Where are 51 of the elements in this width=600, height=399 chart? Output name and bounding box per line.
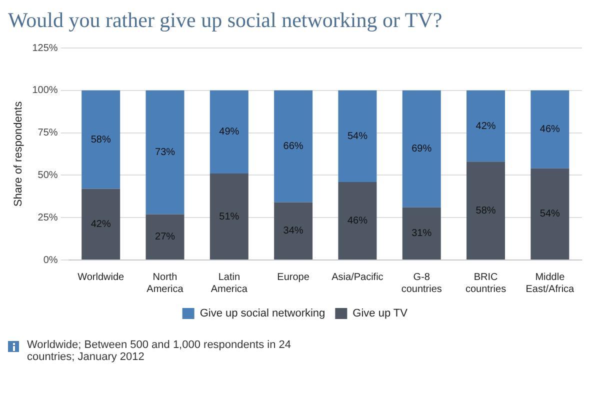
x-tick-label: North America (146, 272, 184, 295)
bar (274, 90, 313, 202)
data-label: 46% (540, 124, 560, 136)
data-label: 58% (90, 134, 111, 146)
x-tick-label: Middle East/Africa (526, 272, 575, 295)
x-tick-label: G-8 countries (401, 272, 442, 295)
bar (274, 202, 313, 260)
data-label: 66% (283, 141, 304, 152)
data-label: 42% (90, 218, 111, 230)
bar (82, 188, 120, 260)
bar (82, 90, 120, 189)
bar (338, 90, 377, 182)
bar (466, 90, 506, 162)
data-label: 54% (540, 208, 560, 220)
bar (530, 90, 570, 168)
bar (210, 90, 248, 174)
bar (402, 90, 441, 208)
data-label: 51% (219, 211, 240, 222)
y-tick-label: 25% (38, 212, 58, 224)
x-tick-label: Latin America (210, 272, 248, 295)
data-label: 58% (476, 205, 496, 216)
data-label: 31% (412, 228, 432, 240)
data-label: 73% (155, 147, 176, 158)
y-tick-label: 100% (32, 85, 58, 96)
y-tick-label: 0% (43, 254, 58, 266)
bar (146, 214, 184, 260)
y-tick-label: 125% (32, 42, 58, 54)
x-tick-label: Worldwide (78, 272, 125, 283)
bar (338, 182, 377, 260)
bar (466, 162, 506, 260)
bar (530, 168, 570, 260)
data-label: 49% (219, 126, 240, 138)
data-label: 42% (476, 120, 496, 132)
data-label: 54% (347, 130, 368, 142)
x-tick-label: Asia/Pacific (332, 272, 384, 283)
data-label: 27% (155, 232, 176, 243)
text: Worldwide; Between 500 and 1,000 respondents in 24 countries; January 2012 (27, 339, 292, 363)
bar (402, 207, 441, 260)
x-tick-label: BRIC countries (465, 272, 506, 295)
data-label: 46% (347, 215, 368, 226)
data-label: 34% (283, 226, 304, 237)
bar (210, 174, 248, 260)
chart-title: Would you rather give up social networking or TV? (8, 8, 444, 33)
legend-label: Give up TV (352, 308, 408, 320)
bar (146, 90, 184, 214)
y-axis-title: Share of respondents (12, 100, 25, 207)
data-label: 69% (412, 144, 432, 155)
legend-label: Give up social networking (200, 308, 326, 320)
y-tick-label: 75% (38, 128, 58, 139)
y-tick-label: 50% (38, 170, 58, 181)
x-tick-label: Europe (277, 272, 310, 283)
